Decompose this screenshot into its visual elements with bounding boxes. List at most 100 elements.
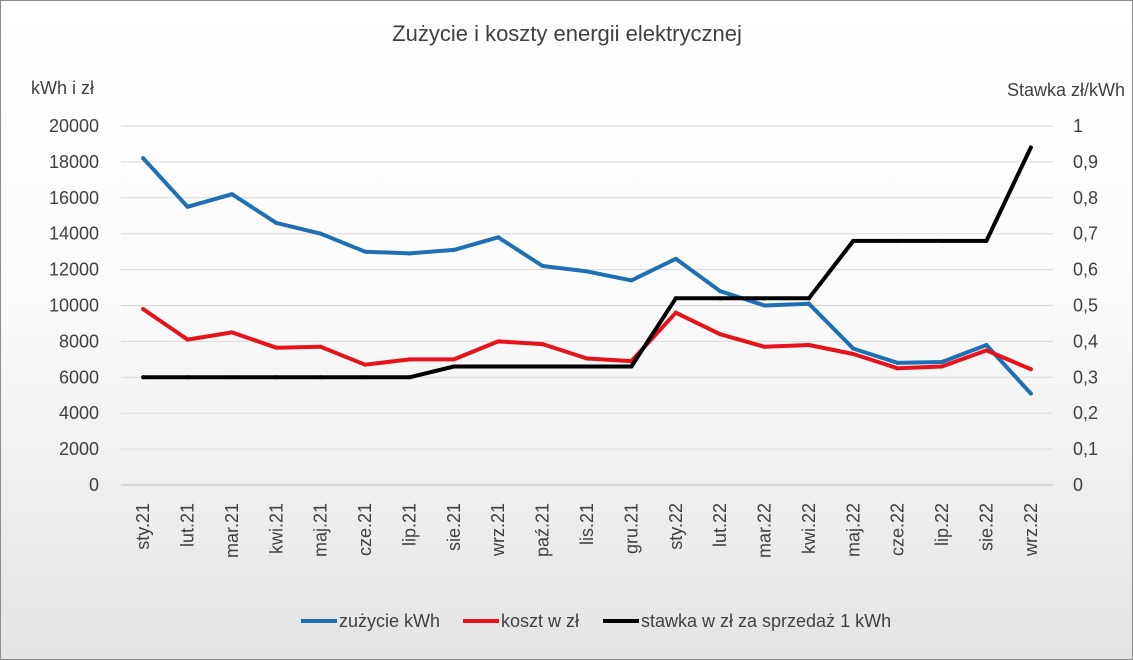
data-point — [229, 375, 234, 380]
data-point — [1028, 145, 1033, 150]
data-point — [185, 337, 190, 342]
x-tick-label: cze.21 — [355, 503, 375, 556]
y-tick-right: 0,8 — [1073, 188, 1098, 208]
y-axis-left-ticks: 0 2000 4000 6000 8000 10000 12000 14000 16000 180… — [49, 116, 99, 495]
data-point — [318, 344, 323, 349]
data-point — [451, 357, 456, 362]
data-point — [673, 256, 678, 261]
data-point — [363, 375, 368, 380]
data-point — [984, 238, 989, 243]
y-axis-right-ticks: 0 0,1 0,2 0,3 0,4 0,5 0,6 0,7 0,8 0,9 1 — [1073, 116, 1098, 495]
x-tick-label: kwi.22 — [799, 503, 819, 554]
y-tick-left: 18000 — [49, 152, 99, 172]
x-tick-label: lip.21 — [399, 503, 419, 546]
y-tick-right: 0,9 — [1073, 152, 1098, 172]
y-tick-right: 0 — [1073, 475, 1083, 495]
data-point — [895, 238, 900, 243]
data-point — [718, 296, 723, 301]
data-point — [806, 342, 811, 347]
x-tick-label: cze.22 — [888, 503, 908, 556]
data-point — [185, 375, 190, 380]
y-tick-left: 12000 — [49, 260, 99, 280]
data-point — [141, 375, 146, 380]
data-point — [363, 362, 368, 367]
x-tick-label: wrz.22 — [1021, 503, 1041, 557]
x-tick-label: sty.22 — [666, 503, 686, 550]
x-tick-label: kwi.21 — [266, 503, 286, 554]
x-tick-label: sie.22 — [976, 503, 996, 551]
y-tick-left: 4000 — [59, 403, 99, 423]
x-tick-label: lip.22 — [932, 503, 952, 546]
data-point — [851, 346, 856, 351]
data-point — [540, 342, 545, 347]
data-point — [673, 296, 678, 301]
y-axis-left-title: kWh i zł — [31, 78, 94, 98]
x-tick-label: lis.21 — [577, 503, 597, 545]
data-point — [451, 364, 456, 369]
data-point — [718, 332, 723, 337]
x-tick-label: sty.21 — [133, 503, 153, 550]
x-axis-ticks: sty.21 lut.21 mar.21 kwi.21 maj.21 cze.21 lip.… — [133, 503, 1041, 558]
data-point — [806, 301, 811, 306]
x-tick-label: lut.21 — [178, 503, 198, 547]
y-tick-right: 0,3 — [1073, 367, 1098, 387]
x-tick-label: lut.22 — [710, 503, 730, 547]
data-point — [407, 251, 412, 256]
legend-label: stawka w zł za sprzedaż 1 kWh — [641, 611, 891, 631]
x-tick-label: mar.21 — [222, 503, 242, 558]
data-point — [185, 204, 190, 209]
data-point — [895, 366, 900, 371]
data-point — [585, 364, 589, 369]
y-tick-right: 0,4 — [1073, 331, 1098, 351]
data-point — [407, 375, 412, 380]
y-tick-right: 0,6 — [1073, 260, 1098, 280]
y-tick-right: 0,2 — [1073, 403, 1098, 423]
data-point — [229, 330, 234, 335]
data-point — [274, 345, 279, 350]
x-tick-label: maj.22 — [843, 503, 863, 557]
data-point — [141, 307, 146, 312]
data-point — [274, 375, 279, 380]
data-point — [762, 296, 767, 301]
y-tick-left: 8000 — [59, 331, 99, 351]
y-tick-right: 1 — [1073, 116, 1083, 136]
y-tick-right: 0,1 — [1073, 439, 1098, 459]
y-tick-left: 20000 — [49, 116, 99, 136]
data-point — [318, 231, 323, 236]
legend-label: zużycie kWh — [339, 611, 440, 631]
y-tick-left: 6000 — [59, 367, 99, 387]
data-point — [540, 264, 545, 269]
data-point — [940, 360, 945, 365]
grid-layer — [121, 125, 1053, 486]
data-point — [496, 364, 501, 369]
data-point — [1028, 367, 1033, 372]
data-point — [229, 192, 234, 197]
data-point — [762, 344, 767, 349]
y-tick-left: 16000 — [49, 188, 99, 208]
x-tick-label: maj.21 — [311, 503, 331, 557]
data-point — [940, 364, 945, 369]
data-point — [851, 238, 856, 243]
data-point — [629, 364, 634, 369]
data-point — [540, 364, 545, 369]
y-tick-left: 10000 — [49, 296, 99, 316]
data-point — [141, 156, 146, 161]
y-tick-left: 2000 — [59, 439, 99, 459]
data-point — [407, 357, 412, 362]
series-layer — [141, 145, 1033, 396]
data-point — [496, 235, 501, 240]
x-tick-label: sie.21 — [444, 503, 464, 551]
data-point — [318, 375, 323, 380]
data-point — [1028, 391, 1033, 396]
x-tick-label: gru.21 — [621, 503, 641, 554]
data-point — [851, 351, 856, 356]
data-point — [629, 278, 634, 283]
data-point — [585, 356, 589, 361]
data-point — [984, 348, 989, 353]
chart-title: Zużycie i koszty energii elektrycznej — [392, 21, 742, 46]
series-line-3 — [141, 145, 1033, 380]
data-point — [673, 310, 678, 315]
legend: zużycie kWh koszt w zł stawka w zł za sprz… — [301, 611, 891, 631]
